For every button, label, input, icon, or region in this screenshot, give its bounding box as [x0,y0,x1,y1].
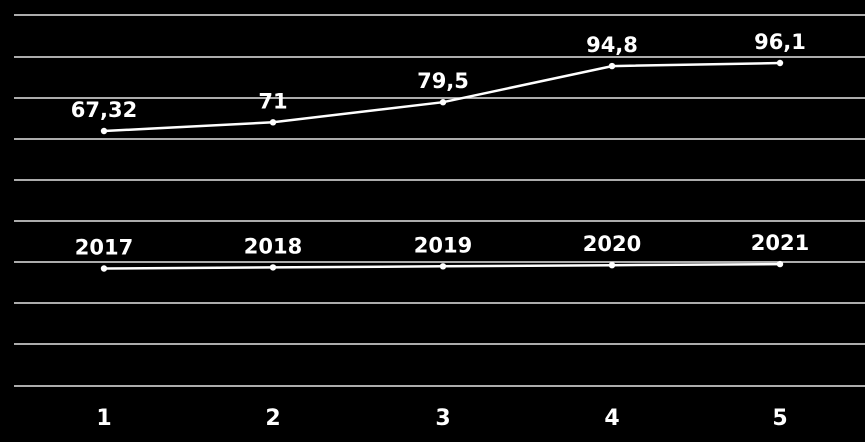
series-1-point-2 [269,119,277,126]
x-tick-label-3: 3 [435,406,450,431]
series-2-point-2 [269,264,277,271]
series-1-point-3 [439,99,447,106]
series-1-data-label-4: 94,8 [586,33,638,57]
series-2-point-5 [776,260,784,268]
series-layer: 67,32 71 79,5 94,8 96,1 2017 2018 2019 2020 2021 [71,30,809,272]
series-2-data-label-5: 2021 [751,231,809,255]
x-tick-label-4: 4 [604,406,619,431]
series-1-point-4 [608,62,616,70]
x-tick-label-5: 5 [772,406,787,431]
gridlines [14,14,865,387]
x-tick-label-2: 2 [265,406,280,431]
x-tick-label-1: 1 [96,406,111,431]
series-2-data-label-1: 2017 [75,236,133,260]
series-2-point-1 [100,265,108,272]
series-1-point-5 [776,59,784,67]
series-2-point-4 [608,262,616,269]
series-1-data-label-5: 96,1 [754,30,806,54]
series-1-data-label-1: 67,32 [71,98,137,122]
series-1-data-label-3: 79,5 [417,69,469,93]
series-2-point-3 [439,263,447,270]
series-1-data-label-2: 71 [258,89,287,113]
series-2-data-label-4: 2020 [583,232,641,256]
series-2-data-label-2: 2018 [244,234,302,258]
series-1-point-1 [100,127,108,135]
x-axis-ticks: 1 2 3 4 5 [96,406,787,431]
series-2-data-label-3: 2019 [414,233,472,257]
